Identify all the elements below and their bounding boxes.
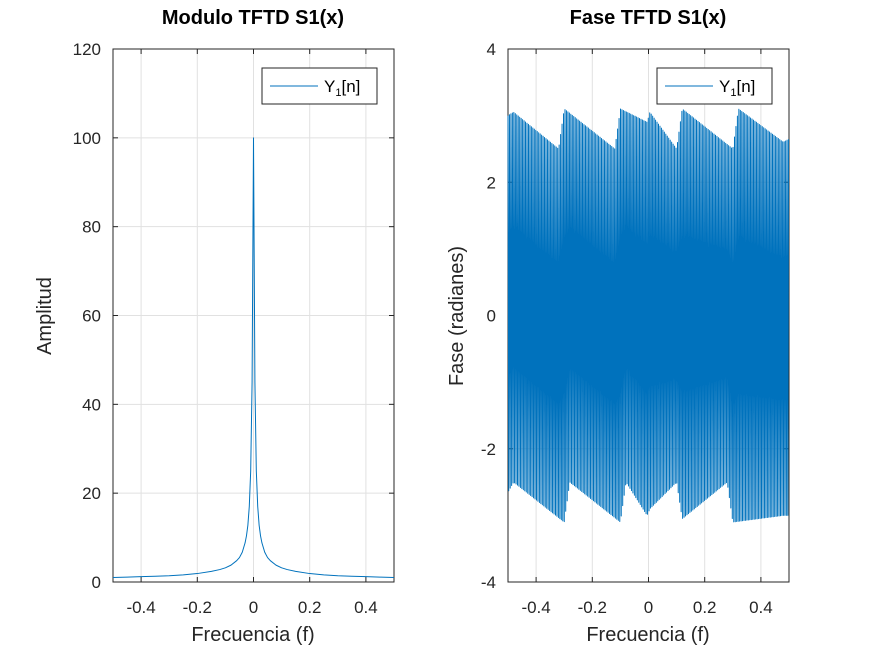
legend-main: Y	[324, 77, 335, 96]
phase-chart-title: Fase TFTD S1(x)	[570, 7, 727, 29]
magnitude-chart-title: Modulo TFTD S1(x)	[162, 7, 344, 29]
phase-y-tick-label: 2	[487, 173, 496, 192]
magnitude-legend-label: Y1[n]	[324, 77, 360, 99]
magnitude-y-tick-label: 100	[73, 129, 101, 148]
magnitude-x-tick-labels: -0.4 -0.2 0 0.2 0.4	[126, 598, 377, 617]
phase-y-tick-label: -4	[481, 573, 496, 592]
phase-x-tick-label: 0	[644, 598, 653, 617]
magnitude-series-line	[112, 137, 395, 579]
magnitude-x-tick-label: -0.2	[183, 598, 212, 617]
magnitude-y-tick-labels: 0 20 40 60 80 100 120	[73, 40, 101, 592]
phase-y-tick-label: 4	[487, 40, 496, 59]
magnitude-x-axis-label: Frecuencia (f)	[191, 624, 314, 646]
magnitude-x-tick-label: 0.2	[298, 598, 322, 617]
phase-x-tick-label: 0.2	[693, 598, 717, 617]
phase-x-axis-label: Frecuencia (f)	[586, 624, 709, 646]
magnitude-y-tick-label: 40	[82, 395, 101, 414]
legend-tail: [n]	[736, 77, 755, 96]
magnitude-x-tick-label: 0	[249, 598, 258, 617]
phase-x-tick-label: -0.4	[521, 598, 550, 617]
phase-y-tick-labels: -4 -2 0 2 4	[481, 40, 496, 592]
magnitude-x-tick-label: 0.4	[354, 598, 378, 617]
phase-x-tick-labels: -0.4 -0.2 0 0.2 0.4	[521, 598, 772, 617]
magnitude-axes: -0.4 -0.2 0 0.2 0.4 0 20 40 60 80 100 120 Modulo T…	[34, 7, 395, 646]
legend-subscript: 1	[335, 87, 341, 99]
phase-series-line	[507, 108, 790, 523]
legend-main: Y	[719, 77, 730, 96]
magnitude-legend[interactable]: Y1[n]	[261, 67, 378, 105]
phase-series	[507, 108, 790, 523]
magnitude-y-tick-label: 20	[82, 484, 101, 503]
magnitude-y-axis-label: Amplitud	[34, 277, 56, 355]
magnitude-series	[112, 137, 395, 579]
magnitude-y-tick-label: 120	[73, 40, 101, 59]
magnitude-axes-frame	[112, 48, 395, 583]
phase-y-tick-label: 0	[487, 307, 496, 326]
magnitude-x-tick-label: -0.4	[126, 598, 155, 617]
phase-legend-label: Y1[n]	[719, 77, 755, 99]
magnitude-y-tick-label: 0	[92, 573, 101, 592]
legend-tail: [n]	[341, 77, 360, 96]
legend-subscript: 1	[730, 87, 736, 99]
phase-y-tick-label: -2	[481, 440, 496, 459]
phase-y-axis-label: Fase (radianes)	[446, 246, 468, 386]
magnitude-y-tick-label: 80	[82, 218, 101, 237]
phase-legend[interactable]: Y1[n]	[656, 67, 773, 105]
phase-x-tick-label: -0.2	[578, 598, 607, 617]
magnitude-y-tick-label: 60	[82, 307, 101, 326]
phase-x-tick-label: 0.4	[749, 598, 773, 617]
